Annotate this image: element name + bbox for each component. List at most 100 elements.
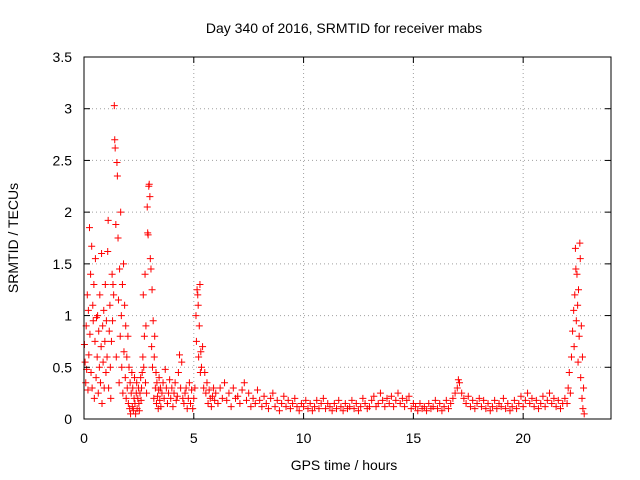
data-point: [191, 384, 199, 392]
data-point: [473, 399, 481, 407]
data-point: [192, 337, 200, 345]
data-point: [104, 247, 112, 255]
data-point: [152, 399, 160, 407]
data-point: [196, 281, 204, 289]
data-point: [111, 136, 119, 144]
data-point: [475, 394, 483, 402]
data-point: [124, 332, 132, 340]
data-point: [141, 379, 149, 387]
data-point: [477, 403, 485, 411]
data-point: [370, 392, 378, 400]
data-point: [284, 396, 292, 404]
data-point: [515, 399, 523, 407]
data-point: [440, 403, 448, 411]
data-point: [497, 403, 505, 411]
data-point: [212, 389, 220, 397]
data-point: [510, 396, 518, 404]
data-point: [569, 327, 577, 335]
data-point: [167, 394, 175, 402]
data-point: [577, 374, 585, 382]
data-point: [201, 368, 209, 376]
data-point: [273, 396, 281, 404]
data-point: [84, 386, 92, 394]
y-tick-label: 3: [64, 101, 72, 117]
data-point: [508, 403, 516, 411]
data-point: [385, 399, 393, 407]
data-point: [517, 392, 525, 400]
data-point: [405, 392, 413, 400]
data-point: [225, 389, 233, 397]
data-point: [328, 407, 336, 415]
data-point: [85, 351, 93, 359]
data-point: [566, 389, 574, 397]
data-point: [171, 379, 179, 387]
data-point: [567, 353, 575, 361]
data-point: [205, 386, 213, 394]
data-point: [124, 399, 132, 407]
data-point: [142, 322, 150, 330]
data-point: [109, 281, 117, 289]
data-point: [390, 403, 398, 411]
y-tick-label: 2: [64, 204, 72, 220]
data-point: [387, 392, 395, 400]
data-point: [99, 322, 107, 330]
data-point: [578, 394, 586, 402]
data-point: [95, 363, 103, 371]
data-point: [339, 407, 347, 415]
data-point: [574, 358, 582, 366]
data-point: [148, 286, 156, 294]
data-point: [139, 291, 147, 299]
data-point: [335, 396, 343, 404]
data-point: [106, 301, 114, 309]
data-point: [166, 376, 174, 384]
data-point: [190, 394, 198, 402]
data-point: [102, 317, 110, 325]
data-point: [442, 396, 450, 404]
data-point: [454, 376, 462, 384]
data-point: [398, 394, 406, 402]
x-axis-label: GPS time / hours: [291, 457, 398, 473]
data-point: [575, 286, 583, 294]
data-point: [216, 384, 224, 392]
data-point: [341, 399, 349, 407]
data-point: [136, 389, 144, 397]
data-point: [471, 405, 479, 413]
data-point: [317, 399, 325, 407]
data-point: [466, 403, 474, 411]
x-tick-label: 20: [515, 430, 531, 446]
data-point: [170, 389, 178, 397]
y-tick-label: 0.5: [53, 359, 73, 375]
data-point: [123, 353, 131, 361]
data-point: [93, 353, 101, 361]
data-point: [150, 394, 158, 402]
data-point: [554, 396, 562, 404]
data-point: [87, 270, 95, 278]
data-point: [186, 399, 194, 407]
data-point: [143, 203, 151, 211]
data-point: [376, 389, 384, 397]
data-point: [156, 384, 164, 392]
data-point: [126, 379, 134, 387]
data-point: [326, 403, 334, 411]
data-point: [173, 392, 181, 400]
data-point: [247, 403, 255, 411]
y-tick-label: 1.5: [53, 256, 73, 272]
data-point: [561, 394, 569, 402]
data-point: [379, 396, 387, 404]
data-point: [195, 322, 203, 330]
data-point: [464, 392, 472, 400]
data-point: [156, 396, 164, 404]
data-point: [116, 265, 124, 273]
data-point: [580, 384, 588, 392]
data-point: [245, 389, 253, 397]
data-point: [278, 399, 286, 407]
data-point: [576, 255, 584, 263]
data-point: [149, 363, 157, 371]
data-point: [563, 399, 571, 407]
data-point: [416, 399, 424, 407]
data-point: [308, 407, 316, 415]
data-point: [486, 407, 494, 415]
data-point: [240, 379, 248, 387]
data-point: [482, 405, 490, 413]
